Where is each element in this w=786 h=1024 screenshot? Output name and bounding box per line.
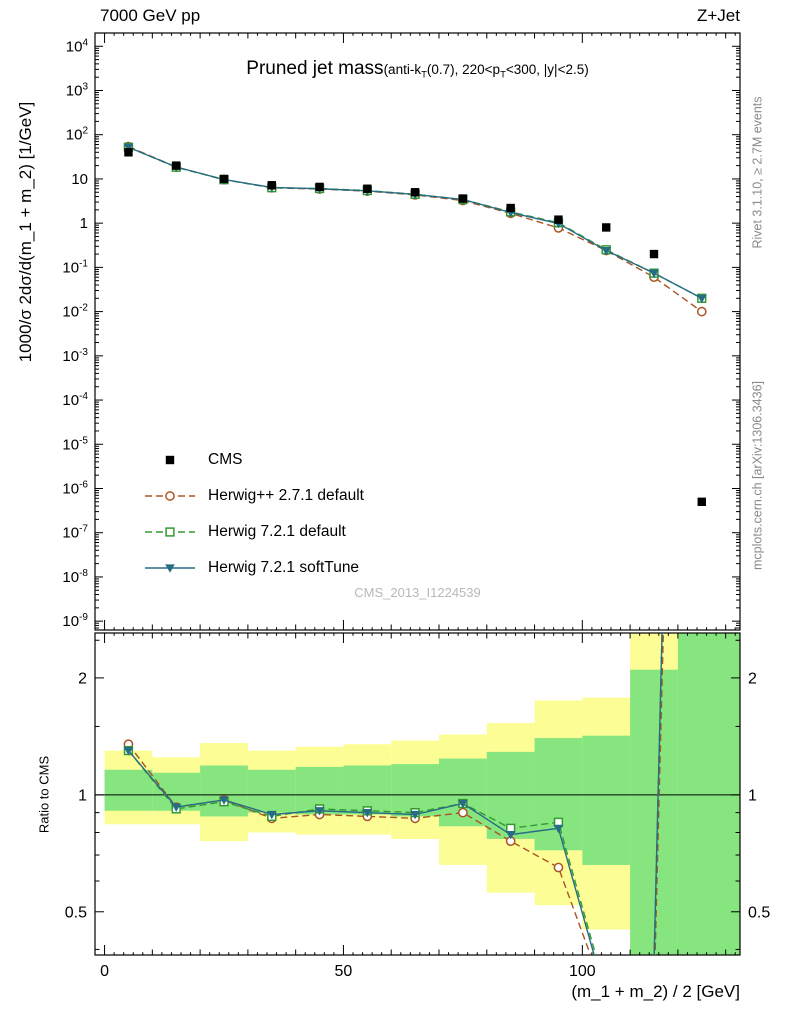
legend-item-herwigpp-default: Herwig++ 2.7.1 default	[142, 478, 364, 514]
svg-text:10-2: 10-2	[62, 303, 88, 321]
legend-item-herwig7-default: Herwig 7.2.1 default	[142, 514, 364, 550]
axis-tick-labels: 0 50 1000.5 0.51 12 210410310210110-110-210-3…	[62, 37, 770, 980]
x-axis-label: (m_1 + m_2) / 2 [GeV]	[571, 982, 740, 1001]
analysis-watermark: CMS_2013_I1224539	[354, 585, 481, 600]
legend-item-herwig7-softtune: Herwig 7.2.1 softTune	[142, 550, 364, 586]
herwigpp-marker-icon	[145, 491, 195, 501]
legend-label-cms: CMS	[208, 451, 243, 468]
series-top-1	[123, 141, 707, 317]
plot-title: Pruned jet mass(anti-kT(0.7), 220<pT<300…	[95, 58, 740, 81]
herwig7-softtune-marker-icon	[145, 564, 195, 573]
svg-text:10-9: 10-9	[62, 612, 88, 630]
green-band-bin	[247, 769, 296, 813]
series-ratio-3	[123, 633, 663, 955]
svg-text:100: 100	[569, 963, 596, 980]
svg-text:1: 1	[748, 787, 757, 804]
svg-text:103: 103	[66, 81, 89, 99]
svg-text:2: 2	[748, 670, 757, 687]
series-top-3	[123, 143, 707, 304]
series-top-2	[123, 142, 707, 303]
green-band-bin	[104, 769, 153, 811]
process-label: Z+Jet	[697, 6, 740, 25]
series-top-0	[124, 148, 706, 507]
uncertainty-bands	[104, 633, 740, 955]
legend-item-cms: CMS	[142, 442, 364, 478]
ratio-panel-frame	[94, 632, 741, 956]
green-band-bin	[630, 669, 678, 955]
svg-text:10-4: 10-4	[62, 391, 88, 409]
green-band-bin	[200, 765, 248, 817]
green-band-bin	[391, 764, 439, 817]
legend-label-herwig7-softtune: Herwig 7.2.1 softTune	[208, 559, 360, 576]
svg-text:10-6: 10-6	[62, 479, 88, 497]
y-axis-label-top: 1000/σ 2dσ/d(m_1 + m_2) [1/GeV]	[16, 101, 35, 363]
svg-text:10-3: 10-3	[62, 347, 88, 365]
cms-marker-icon	[165, 455, 175, 465]
green-band-bin	[582, 735, 631, 865]
svg-text:10-8: 10-8	[62, 568, 88, 586]
svg-text:0.5: 0.5	[65, 904, 87, 921]
legend: CMS Herwig++ 2.7.1 default Herwig 7.2.1 …	[142, 442, 364, 586]
svg-text:10-7: 10-7	[62, 524, 88, 542]
svg-text:10-5: 10-5	[62, 435, 88, 453]
legend-label-herwig7-default: Herwig 7.2.1 default	[208, 523, 346, 540]
beam-energy-label: 7000 GeV pp	[100, 6, 201, 25]
rivet-version-label: Rivet 3.1.10, ≥ 2.7M events	[750, 96, 765, 249]
green-band-bin	[677, 633, 740, 955]
svg-text:1: 1	[80, 215, 88, 232]
mcplots-reference-label: mcplots.cern.ch [arXiv:1306.3436]	[750, 381, 765, 570]
svg-text:0.5: 0.5	[748, 904, 770, 921]
legend-label-herwigpp: Herwig++ 2.7.1 default	[208, 487, 364, 504]
axis-ticks	[95, 33, 740, 955]
herwig7-default-marker-icon	[145, 527, 195, 537]
svg-text:0: 0	[100, 963, 109, 980]
plot-title-params: (anti-kT(0.7), 220<pT<300, |y|<2.5)	[383, 62, 589, 81]
svg-text:10: 10	[71, 171, 88, 188]
svg-text:104: 104	[66, 37, 89, 55]
svg-text:102: 102	[66, 126, 89, 144]
svg-text:1: 1	[78, 787, 87, 804]
y-axis-label-ratio: Ratio to CMS	[36, 755, 52, 834]
top-panel-frame	[94, 32, 741, 631]
svg-text:10-1: 10-1	[62, 258, 88, 276]
svg-text:50: 50	[335, 963, 353, 980]
svg-text:2: 2	[78, 670, 87, 687]
plot-title-main: Pruned jet mass	[246, 58, 384, 79]
green-band-bin	[534, 738, 583, 851]
